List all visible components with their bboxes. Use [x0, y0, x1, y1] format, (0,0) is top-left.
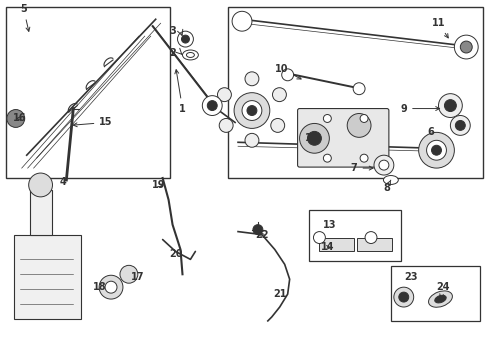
- Text: 19: 19: [152, 180, 165, 190]
- Text: 14: 14: [320, 243, 333, 252]
- Text: 10: 10: [274, 64, 301, 79]
- Text: 7: 7: [350, 163, 372, 173]
- Circle shape: [346, 113, 370, 137]
- Bar: [228, 7, 482, 178]
- Text: 5: 5: [20, 4, 30, 31]
- Circle shape: [459, 41, 471, 53]
- Circle shape: [246, 105, 256, 116]
- Bar: [309, 210, 400, 261]
- Circle shape: [207, 100, 217, 111]
- Circle shape: [242, 100, 262, 121]
- Circle shape: [453, 35, 477, 59]
- Bar: [319, 238, 353, 251]
- Circle shape: [323, 114, 331, 122]
- Circle shape: [7, 109, 25, 127]
- Circle shape: [373, 155, 393, 175]
- Bar: [14, 235, 81, 319]
- Circle shape: [181, 35, 189, 43]
- Text: 16: 16: [13, 113, 26, 123]
- Ellipse shape: [434, 295, 445, 303]
- Circle shape: [105, 281, 117, 293]
- Ellipse shape: [186, 53, 194, 58]
- Text: 2: 2: [169, 48, 176, 58]
- Circle shape: [299, 123, 328, 153]
- Circle shape: [219, 118, 233, 132]
- Circle shape: [307, 131, 321, 145]
- Circle shape: [217, 88, 231, 102]
- Text: 12: 12: [304, 133, 318, 143]
- Circle shape: [444, 100, 455, 112]
- Circle shape: [29, 173, 52, 197]
- Text: 21: 21: [272, 289, 286, 299]
- Circle shape: [272, 88, 286, 102]
- Circle shape: [232, 11, 251, 31]
- Circle shape: [438, 94, 461, 117]
- Circle shape: [398, 292, 408, 302]
- Circle shape: [252, 225, 263, 235]
- Circle shape: [99, 275, 122, 299]
- Circle shape: [359, 114, 367, 122]
- Circle shape: [281, 69, 293, 81]
- Circle shape: [244, 72, 258, 86]
- Ellipse shape: [182, 50, 198, 60]
- Text: 20: 20: [168, 249, 182, 260]
- Text: 3: 3: [169, 26, 176, 36]
- Text: 23: 23: [403, 272, 417, 282]
- Circle shape: [359, 154, 367, 162]
- Text: 9: 9: [400, 104, 439, 113]
- Circle shape: [202, 96, 222, 116]
- Text: 15: 15: [73, 117, 113, 127]
- Text: 17: 17: [131, 272, 144, 282]
- Ellipse shape: [427, 291, 451, 307]
- Circle shape: [431, 145, 441, 155]
- Text: 24: 24: [436, 282, 449, 298]
- Circle shape: [120, 265, 138, 283]
- Circle shape: [393, 287, 413, 307]
- Ellipse shape: [383, 176, 398, 184]
- Text: 22: 22: [255, 230, 268, 239]
- Bar: [30, 190, 51, 235]
- Circle shape: [449, 116, 469, 135]
- Text: 13: 13: [322, 220, 335, 230]
- FancyBboxPatch shape: [297, 109, 388, 167]
- Circle shape: [234, 93, 269, 129]
- Circle shape: [426, 140, 446, 160]
- Text: 4: 4: [60, 177, 67, 187]
- Text: 11: 11: [431, 18, 447, 38]
- Circle shape: [270, 118, 284, 132]
- Circle shape: [418, 132, 453, 168]
- Text: 8: 8: [383, 180, 390, 193]
- Circle shape: [454, 121, 464, 130]
- Circle shape: [177, 31, 193, 47]
- Circle shape: [244, 133, 258, 147]
- Text: 6: 6: [427, 127, 433, 138]
- Bar: [390, 266, 479, 321]
- Circle shape: [352, 83, 365, 95]
- Circle shape: [378, 160, 388, 170]
- Circle shape: [365, 231, 376, 243]
- Text: 18: 18: [92, 282, 106, 292]
- Bar: [6, 7, 169, 178]
- Circle shape: [313, 231, 325, 243]
- Bar: [356, 238, 391, 251]
- Text: 1: 1: [175, 70, 185, 113]
- Circle shape: [323, 154, 331, 162]
